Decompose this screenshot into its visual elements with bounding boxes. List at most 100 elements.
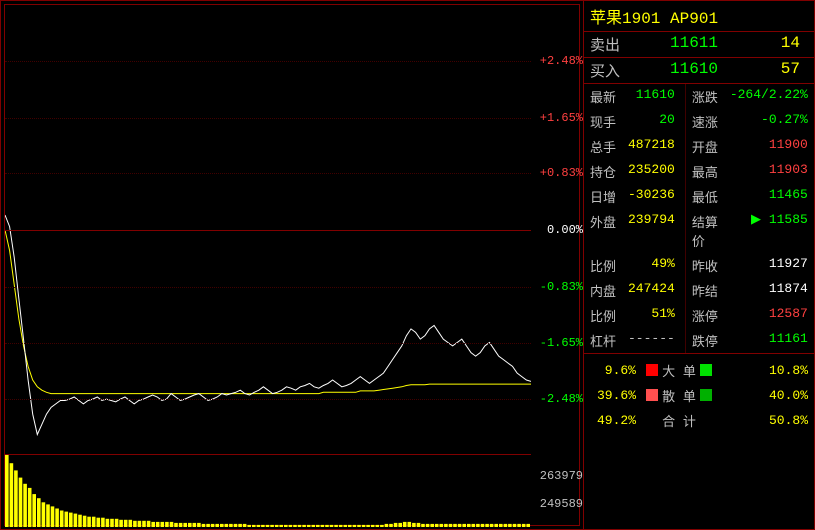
order-row: 9.6% 大 单 10.8%	[590, 358, 808, 383]
order-right-box-icon	[700, 364, 712, 376]
stat-cell: 涨跌-264/2.22%	[686, 84, 815, 109]
stat-cell: 最低11465	[686, 184, 815, 209]
order-right-pct: 40.0%	[722, 388, 808, 403]
stat-label: 比例	[590, 306, 628, 325]
stat-label: 总手	[590, 137, 628, 156]
grid-label: -0.83%	[540, 280, 583, 294]
stat-value: 11903	[730, 162, 812, 181]
order-left-pct: 39.6%	[590, 388, 636, 403]
stat-label: 昨收	[692, 256, 730, 275]
stat-cell: 现手20	[584, 109, 686, 134]
stat-value: 20	[628, 112, 679, 131]
order-left-pct: 49.2%	[590, 413, 636, 428]
order-label: 大 单	[662, 365, 696, 380]
stat-cell: 比例51%	[584, 303, 686, 328]
stat-label: 跌停	[692, 331, 730, 350]
stat-cell: 内盘247424	[584, 278, 686, 303]
order-left-box-icon	[646, 389, 658, 401]
stat-value: 11927	[730, 256, 812, 275]
stat-label: 杠杆	[590, 331, 628, 350]
volume-chart[interactable]: 263979249589	[5, 455, 531, 527]
grid-label: 0.00%	[547, 223, 583, 237]
stat-cell: 结算价▶ 11585	[686, 209, 815, 253]
sell-row: 卖出 11611 14	[584, 32, 814, 58]
gridline	[5, 287, 531, 288]
stat-value: -264/2.22%	[730, 87, 812, 106]
buy-price: 11610	[628, 60, 718, 81]
stat-label: 涨跌	[692, 87, 730, 106]
stat-cell: 涨停12587	[686, 303, 815, 328]
order-left-pct: 9.6%	[590, 363, 636, 378]
grid-label: -2.48%	[540, 392, 583, 406]
grid-label: +0.83%	[540, 166, 583, 180]
order-row: 49.2%合 计50.8%	[590, 408, 808, 433]
grid-label: +2.48%	[540, 54, 583, 68]
stat-label: 持仓	[590, 162, 628, 181]
order-left-box-icon	[646, 364, 658, 376]
stat-value: 11161	[730, 331, 812, 350]
stat-cell: 日增-30236	[584, 184, 686, 209]
volume-label: 263979	[540, 469, 583, 483]
gridline	[5, 230, 531, 231]
order-right-pct: 10.8%	[722, 363, 808, 378]
stat-cell: 昨收11927	[686, 253, 815, 278]
order-flow-panel: 9.6% 大 单 10.8% 39.6% 散 单 40.0% 49.2%合 计50.8%	[584, 354, 814, 437]
stat-value: 51%	[628, 306, 679, 325]
order-right-box-icon	[700, 389, 712, 401]
stat-label: 比例	[590, 256, 628, 275]
stat-cell: 最新11610	[584, 84, 686, 109]
stat-cell: 外盘239794	[584, 209, 686, 253]
buy-qty: 57	[718, 60, 808, 81]
stat-label: 最高	[692, 162, 730, 181]
price-chart[interactable]: +2.48%+1.65%+0.83%0.00%-0.83%-1.65%-2.48…	[5, 5, 531, 455]
stat-cell: 持仓235200	[584, 159, 686, 184]
gridline	[5, 61, 531, 62]
stat-value: -0.27%	[730, 112, 812, 131]
gridline	[5, 343, 531, 344]
stat-label: 内盘	[590, 281, 628, 300]
volume-label: 249589	[540, 497, 583, 511]
stat-cell: 开盘11900	[686, 134, 815, 159]
order-label: 散 单	[662, 390, 696, 405]
stat-value: 11874	[730, 281, 812, 300]
sell-qty: 14	[718, 34, 808, 55]
stat-value: 247424	[628, 281, 679, 300]
stat-value: 11900	[730, 137, 812, 156]
sell-label: 卖出	[590, 34, 628, 55]
stat-cell: 杠杆------	[584, 328, 686, 353]
gridline	[5, 118, 531, 119]
stat-value: 11465	[730, 187, 812, 206]
buy-label: 买入	[590, 60, 628, 81]
stat-value: 487218	[628, 137, 679, 156]
stat-label: 开盘	[692, 137, 730, 156]
stat-value: 49%	[628, 256, 679, 275]
stat-value: 235200	[628, 162, 679, 181]
buy-row: 买入 11610 57	[584, 58, 814, 84]
stat-cell: 比例49%	[584, 253, 686, 278]
gridline	[5, 399, 531, 400]
stats-grid: 最新11610涨跌-264/2.22%现手20速涨-0.27%总手487218开…	[584, 84, 814, 354]
stat-value: -30236	[628, 187, 679, 206]
stat-label: 昨结	[692, 281, 730, 300]
stat-label: 最新	[590, 87, 628, 106]
stat-value: ▶ 11585	[730, 212, 812, 250]
grid-label: -1.65%	[540, 336, 583, 350]
stat-label: 日增	[590, 187, 628, 206]
gridline	[5, 173, 531, 174]
stat-label: 外盘	[590, 212, 628, 250]
order-row: 39.6% 散 单 40.0%	[590, 383, 808, 408]
stat-cell: 最高11903	[686, 159, 815, 184]
stat-value: ------	[628, 331, 679, 350]
grid-label: +1.65%	[540, 111, 583, 125]
stat-value: 12587	[730, 306, 812, 325]
stat-cell: 昨结11874	[686, 278, 815, 303]
stat-label: 涨停	[692, 306, 730, 325]
order-right-pct: 50.8%	[722, 413, 808, 428]
stat-value: 239794	[628, 212, 679, 250]
instrument-title: 苹果1901 AP901	[584, 1, 814, 32]
stat-value: 11610	[628, 87, 679, 106]
instrument-name: 苹果1901	[590, 10, 660, 28]
stat-label: 结算价	[692, 212, 730, 250]
chart-panel[interactable]: +2.48% +1.65% +0.83% 0.00% -0.83% -1.65% -2.48…	[0, 0, 584, 530]
sell-price: 11611	[628, 34, 718, 55]
